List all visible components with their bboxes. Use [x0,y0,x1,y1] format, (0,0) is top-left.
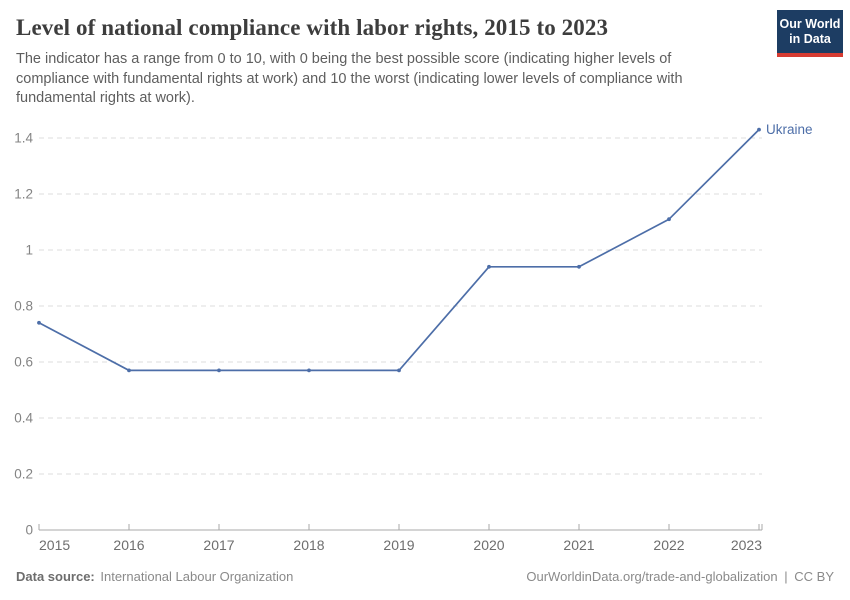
subtitle-line: fundamental rights at work). [16,90,195,106]
x-tick-label: 2020 [473,537,504,553]
x-tick-label: 2017 [203,537,234,553]
chart-subtitle: The indicator has a range from 0 to 10, … [16,50,683,109]
subtitle-line: compliance with fundamental rights at wo… [16,70,683,87]
y-tick-label: 0.4 [14,411,33,426]
x-tick-label: 2023 [731,537,762,553]
chart-title: Level of national compliance with labor … [16,15,609,40]
x-tick-label: 2019 [383,537,414,553]
x-tick-label: 2015 [39,537,70,553]
x-tick-label: 2022 [653,537,684,553]
owid-url-link[interactable]: OurWorldinData.org/trade-and-globalizati… [526,569,778,584]
x-tick-label: 2018 [293,537,324,553]
x-tick-label: 2021 [563,537,594,553]
y-tick-label: 0 [25,523,33,538]
y-tick-label: 1.2 [14,187,33,202]
data-source-value: International Labour Organization [100,569,294,584]
y-tick-label: 1 [25,243,33,258]
data-point-marker [397,368,401,373]
data-source-label: Data source: [16,569,95,584]
data-point-marker [307,368,311,373]
y-tick-label: 0.8 [14,299,33,314]
logo-text-line2: in Data [789,32,831,46]
x-tick-label: 2016 [113,537,144,553]
data-point-marker [667,217,671,222]
owid-logo[interactable]: Our World in Data [777,10,843,57]
license-note: OurWorldinData.org/trade-and-globalizati… [526,569,834,584]
y-tick-label: 0.2 [14,467,33,482]
data-point-marker [127,368,131,373]
data-point-marker [757,127,761,132]
logo-text-line1: Our World [779,17,841,31]
data-point-marker [577,264,581,269]
data-source-note: Data source: International Labour Organi… [16,569,293,584]
data-point-marker [37,320,41,325]
y-tick-label: 0.6 [14,355,33,370]
y-tick-label: 1.4 [14,131,33,146]
license-separator: | [784,569,788,584]
data-point-marker [487,264,491,269]
series-entity-label: Ukraine [766,122,813,137]
license-label: CC BY [794,569,834,584]
subtitle-line: The indicator has a range from 0 to 10, … [16,51,672,67]
data-point-marker [217,368,221,373]
